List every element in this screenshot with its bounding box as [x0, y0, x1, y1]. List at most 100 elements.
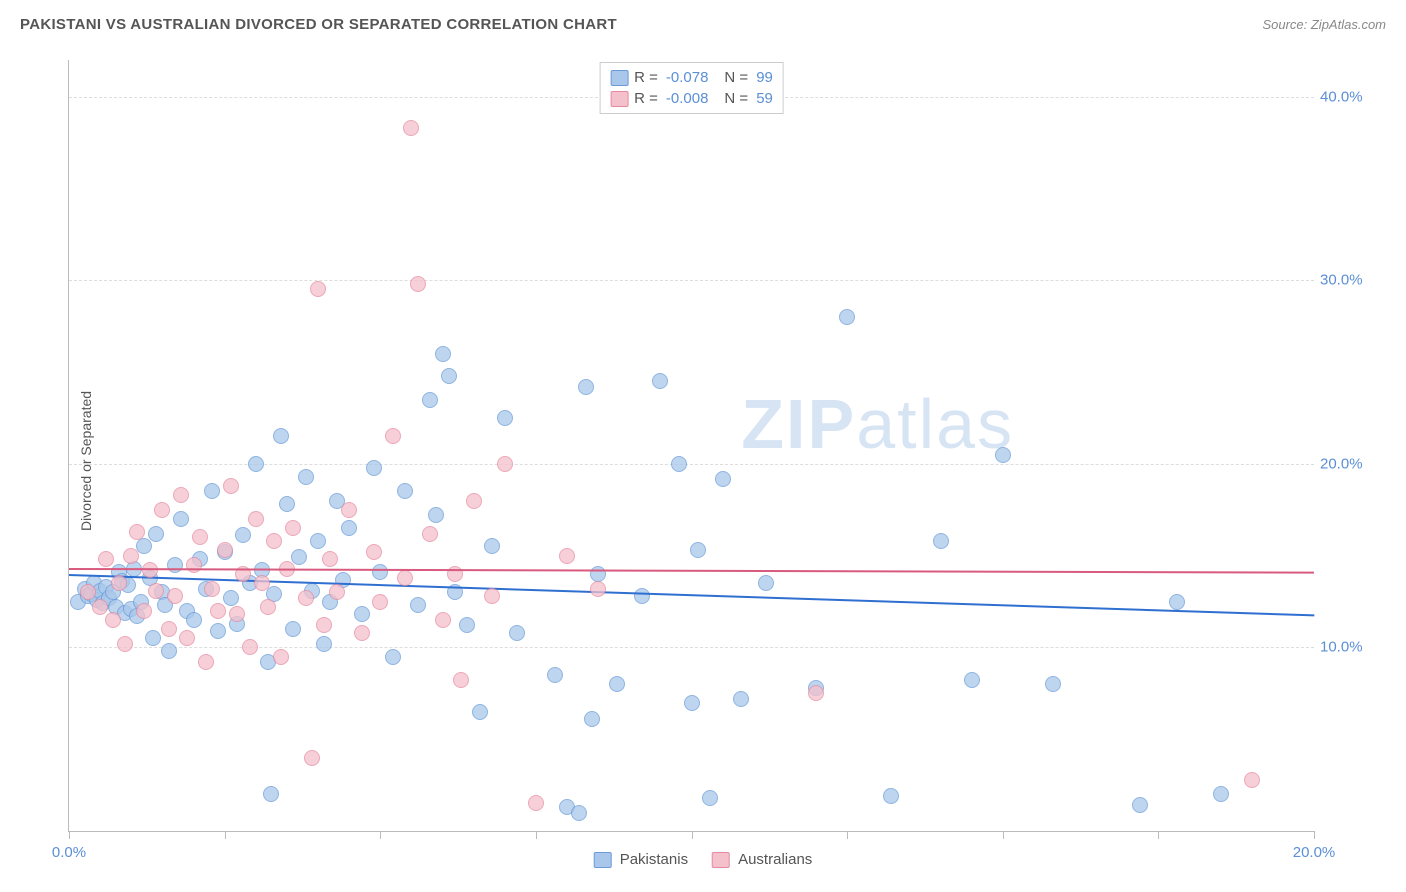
legend-row-pakistanis: R = -0.078 N = 99: [610, 67, 773, 88]
n-value: 99: [756, 69, 773, 86]
data-point-pakistanis: [652, 373, 668, 389]
data-point-pakistanis: [995, 447, 1011, 463]
data-point-pakistanis: [263, 786, 279, 802]
data-point-pakistanis: [964, 672, 980, 688]
r-value: -0.078: [666, 69, 709, 86]
legend-label: Australians: [738, 851, 812, 868]
data-point-pakistanis: [684, 695, 700, 711]
legend-item: Pakistanis: [594, 851, 688, 868]
data-point-pakistanis: [1045, 676, 1061, 692]
data-point-pakistanis: [578, 379, 594, 395]
x-tick: [1158, 831, 1159, 839]
data-point-pakistanis: [366, 460, 382, 476]
data-point-pakistanis: [145, 630, 161, 646]
data-point-australians: [397, 570, 413, 586]
data-point-australians: [173, 487, 189, 503]
data-point-australians: [316, 617, 332, 633]
n-label: N =: [724, 69, 748, 86]
data-point-australians: [304, 750, 320, 766]
x-tick: [69, 831, 70, 839]
data-point-pakistanis: [702, 790, 718, 806]
data-point-australians: [105, 612, 121, 628]
x-tick: [692, 831, 693, 839]
data-point-australians: [136, 603, 152, 619]
swatch-icon: [610, 91, 628, 107]
n-value: 59: [756, 90, 773, 107]
data-point-pakistanis: [441, 368, 457, 384]
x-tick: [1314, 831, 1315, 839]
data-point-pakistanis: [422, 392, 438, 408]
data-point-australians: [808, 685, 824, 701]
data-point-australians: [484, 588, 500, 604]
data-point-australians: [354, 625, 370, 641]
data-point-pakistanis: [354, 606, 370, 622]
y-tick-label: 20.0%: [1320, 455, 1380, 472]
data-point-pakistanis: [758, 575, 774, 591]
data-point-pakistanis: [547, 667, 563, 683]
data-point-australians: [148, 583, 164, 599]
series-legend: Pakistanis Australians: [594, 851, 813, 868]
data-point-australians: [129, 524, 145, 540]
x-tick-label: 20.0%: [1293, 844, 1336, 861]
data-point-pakistanis: [590, 566, 606, 582]
data-point-pakistanis: [472, 704, 488, 720]
data-point-pakistanis: [291, 549, 307, 565]
data-point-australians: [248, 511, 264, 527]
data-point-pakistanis: [671, 456, 687, 472]
y-tick-label: 40.0%: [1320, 88, 1380, 105]
data-point-australians: [179, 630, 195, 646]
x-tick: [225, 831, 226, 839]
data-point-australians: [559, 548, 575, 564]
x-tick: [536, 831, 537, 839]
data-point-pakistanis: [316, 636, 332, 652]
data-point-australians: [80, 584, 96, 600]
data-point-australians: [98, 551, 114, 567]
data-point-pakistanis: [148, 526, 164, 542]
y-tick-label: 30.0%: [1320, 272, 1380, 289]
data-point-australians: [341, 502, 357, 518]
data-point-australians: [285, 520, 301, 536]
data-point-pakistanis: [298, 469, 314, 485]
data-point-pakistanis: [161, 643, 177, 659]
data-point-australians: [266, 533, 282, 549]
data-point-pakistanis: [204, 483, 220, 499]
data-point-australians: [366, 544, 382, 560]
data-point-pakistanis: [634, 588, 650, 604]
data-point-pakistanis: [435, 346, 451, 362]
data-point-australians: [117, 636, 133, 652]
x-tick: [847, 831, 848, 839]
correlation-legend: R = -0.078 N = 99 R = -0.008 N = 59: [599, 62, 784, 114]
data-point-pakistanis: [584, 711, 600, 727]
x-tick: [380, 831, 381, 839]
swatch-icon: [594, 852, 612, 868]
data-point-pakistanis: [497, 410, 513, 426]
source-label: Source: ZipAtlas.com: [1262, 17, 1386, 32]
data-point-australians: [154, 502, 170, 518]
data-point-australians: [204, 581, 220, 597]
data-point-australians: [223, 478, 239, 494]
data-point-pakistanis: [273, 428, 289, 444]
data-point-pakistanis: [484, 538, 500, 554]
data-point-australians: [590, 581, 606, 597]
data-point-pakistanis: [509, 625, 525, 641]
data-point-pakistanis: [372, 564, 388, 580]
data-point-pakistanis: [223, 590, 239, 606]
data-point-pakistanis: [285, 621, 301, 637]
data-point-australians: [186, 557, 202, 573]
legend-label: Pakistanis: [620, 851, 688, 868]
data-point-australians: [229, 606, 245, 622]
data-point-australians: [322, 551, 338, 567]
data-point-pakistanis: [385, 649, 401, 665]
data-point-pakistanis: [733, 691, 749, 707]
data-point-australians: [466, 493, 482, 509]
data-point-australians: [254, 575, 270, 591]
data-point-australians: [273, 649, 289, 665]
data-point-pakistanis: [410, 597, 426, 613]
legend-row-australians: R = -0.008 N = 59: [610, 88, 773, 109]
data-point-australians: [92, 599, 108, 615]
data-point-australians: [497, 456, 513, 472]
plot-area: R = -0.078 N = 99 R = -0.008 N = 59 ZIPa…: [68, 60, 1314, 832]
data-point-australians: [453, 672, 469, 688]
data-point-pakistanis: [609, 676, 625, 692]
data-point-pakistanis: [167, 557, 183, 573]
